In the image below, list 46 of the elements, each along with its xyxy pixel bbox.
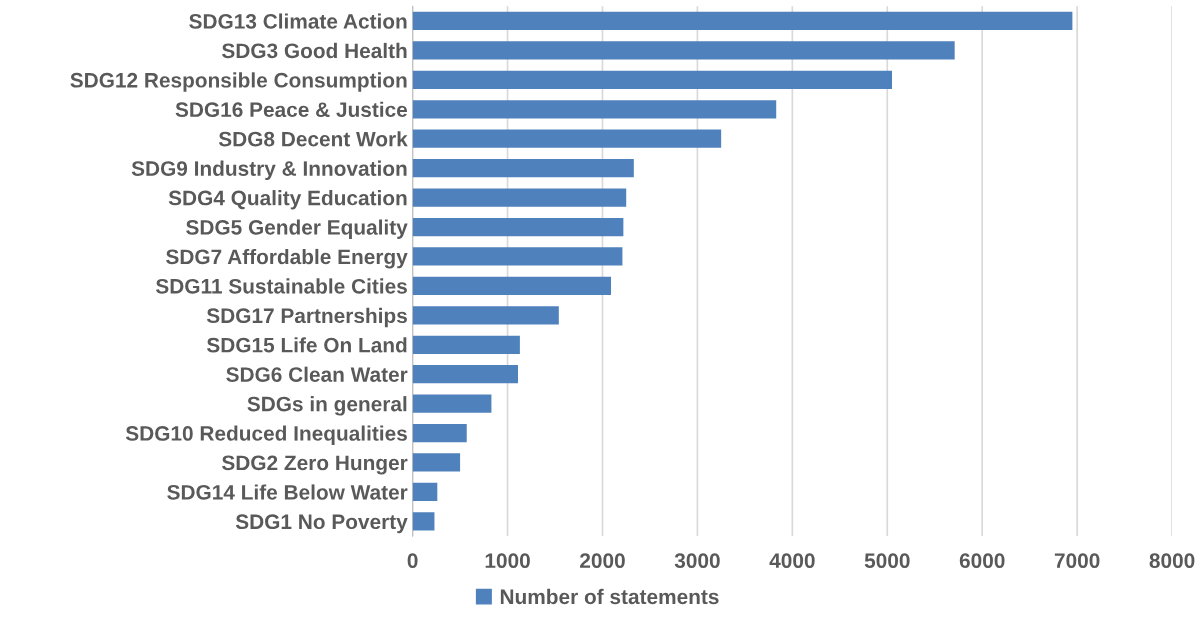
y-tick-label: SDG4 Quality Education — [168, 190, 407, 210]
legend-label: Number of statements — [500, 588, 719, 605]
bar — [412, 335, 520, 354]
y-tick-label: SDG7 Affordable Energy — [166, 248, 408, 269]
y-tick-label: SDG17 Partnerships — [206, 307, 407, 328]
bar — [412, 70, 893, 89]
x-tick-label: 0 — [407, 553, 418, 569]
y-tick-label: SDG1 No Poverty — [235, 514, 408, 534]
bar — [412, 394, 492, 413]
y-tick-label: SDG3 Good Health — [222, 42, 407, 59]
x-tick-label: 5000 — [864, 553, 910, 569]
bar — [412, 423, 467, 443]
bar — [412, 482, 438, 502]
bar — [412, 306, 559, 325]
bar — [412, 100, 777, 119]
bar — [412, 217, 624, 237]
x-tick-label: 7000 — [1054, 553, 1100, 569]
x-tick-label: 2000 — [580, 553, 625, 569]
bar — [412, 453, 461, 472]
x-tick-label: 3000 — [674, 553, 720, 569]
x-tick-label: 8000 — [1149, 553, 1195, 569]
y-tick-label: SDG10 Reduced Inequalities — [125, 425, 407, 445]
bar — [412, 11, 1073, 31]
y-tick-label: SDG11 Sustainable Cities — [155, 278, 407, 294]
y-tick-label: SDG6 Clean Water — [226, 366, 408, 382]
x-tick-label: 6000 — [959, 553, 1005, 569]
x-tick-label: 4000 — [769, 553, 815, 569]
y-tick-label: SDG16 Peace & Justice — [175, 101, 408, 118]
y-tick-label: SDG5 Gender Equality — [186, 219, 408, 239]
y-tick-label: SDG9 Industry & Innovation — [131, 160, 407, 181]
bar — [412, 129, 722, 148]
bar — [412, 247, 623, 266]
y-tick-label: SDG2 Zero Hunger — [221, 455, 408, 475]
bar — [412, 41, 955, 60]
y-tick-label: SDG13 Climate Action — [189, 13, 407, 29]
bar — [412, 365, 518, 384]
bar — [412, 512, 435, 531]
y-tick-label: SDG12 Responsible Consumption — [70, 72, 407, 92]
x-tick-label: 1000 — [485, 553, 530, 569]
y-tick-label: SDG15 Life On Land — [206, 337, 407, 353]
y-tick-label: SDGs in general — [247, 396, 407, 416]
y-tick-label: SDG8 Decent Work — [218, 131, 408, 147]
bar — [412, 159, 634, 178]
bar — [412, 188, 627, 207]
y-tick-label: SDG14 Life Below Water — [167, 484, 408, 500]
bar — [412, 276, 612, 296]
